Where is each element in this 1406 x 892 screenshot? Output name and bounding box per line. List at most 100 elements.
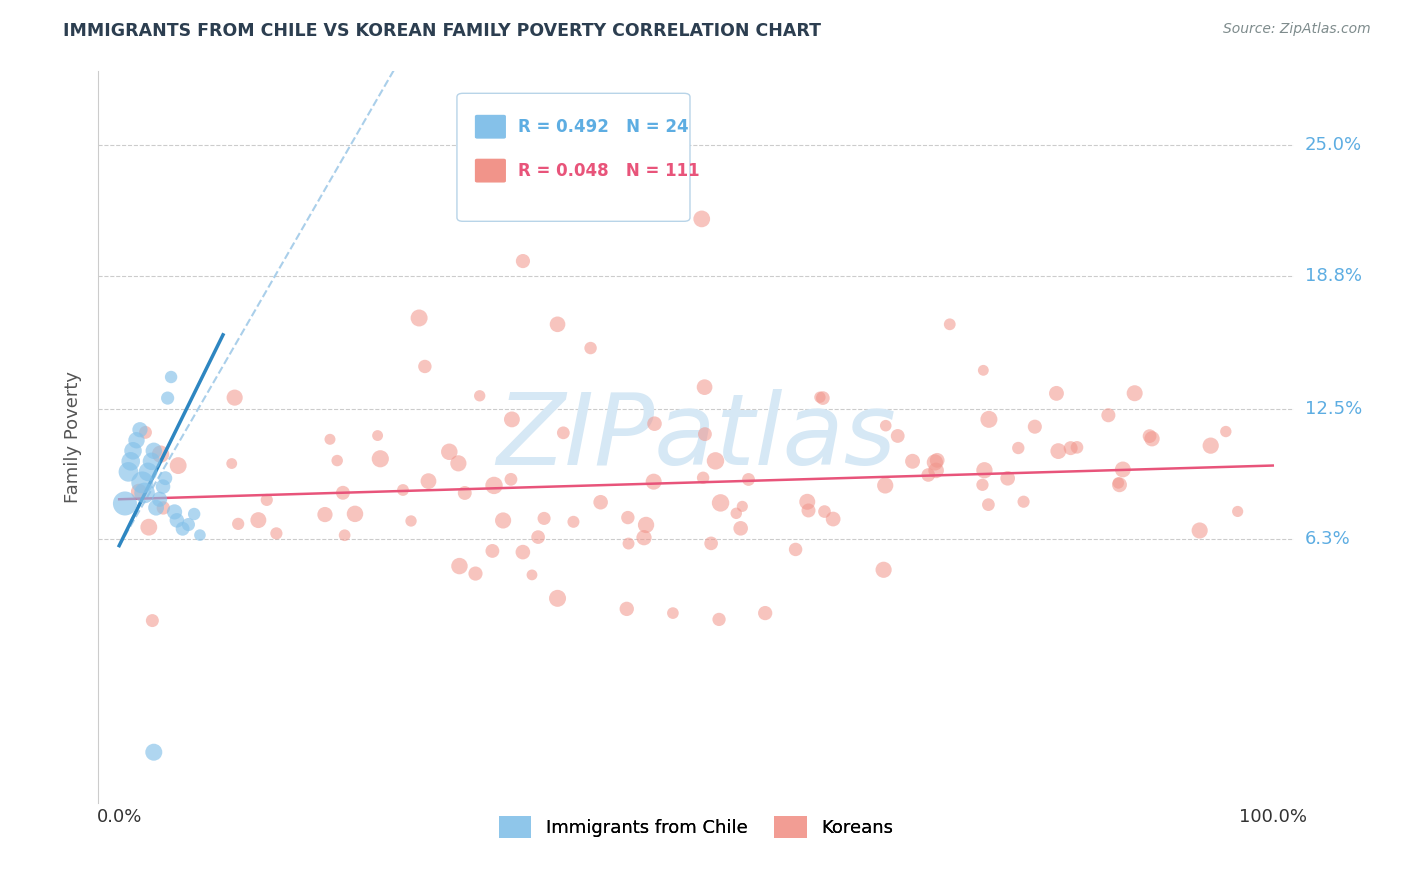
Point <box>120 454 142 468</box>
Text: R = 0.492   N = 24: R = 0.492 N = 24 <box>517 118 689 136</box>
Point <box>333 528 356 542</box>
FancyBboxPatch shape <box>475 159 506 183</box>
Text: 18.8%: 18.8% <box>1305 267 1361 285</box>
Point <box>972 478 994 492</box>
Point <box>256 492 278 507</box>
Point <box>797 503 820 517</box>
Point <box>141 454 163 468</box>
Point <box>499 472 522 486</box>
Point <box>1097 409 1119 423</box>
Point <box>163 505 186 519</box>
Point <box>128 484 150 499</box>
Point <box>811 391 834 405</box>
Point <box>704 454 727 468</box>
Point <box>1066 441 1088 455</box>
Point <box>693 427 716 442</box>
Point <box>1045 386 1067 401</box>
Text: Source: ZipAtlas.com: Source: ZipAtlas.com <box>1223 22 1371 37</box>
Point <box>754 606 776 620</box>
Point <box>177 517 200 532</box>
FancyBboxPatch shape <box>457 94 690 221</box>
Text: 12.5%: 12.5% <box>1305 400 1362 417</box>
Point <box>644 417 666 431</box>
Point <box>924 455 946 469</box>
Point <box>172 522 194 536</box>
Point <box>155 471 177 485</box>
Point <box>449 559 471 574</box>
Point <box>1140 432 1163 446</box>
Point <box>152 500 174 515</box>
Point <box>977 498 1000 512</box>
Point <box>224 391 246 405</box>
Point <box>700 536 723 550</box>
Point <box>149 447 172 461</box>
Point <box>579 341 602 355</box>
Point <box>617 536 640 550</box>
Point <box>160 370 183 384</box>
Point <box>314 508 336 522</box>
Point <box>221 457 243 471</box>
Point <box>709 496 731 510</box>
Point <box>142 443 165 458</box>
Point <box>134 486 156 500</box>
Point <box>796 495 818 509</box>
Point <box>617 510 640 524</box>
Point <box>367 428 389 442</box>
Point <box>901 454 924 468</box>
Point <box>447 456 470 470</box>
Point <box>399 514 422 528</box>
Point <box>616 602 638 616</box>
Point <box>482 478 505 492</box>
Point <box>1060 441 1083 455</box>
Point <box>917 467 939 482</box>
Point <box>707 612 730 626</box>
Point <box>1226 504 1249 518</box>
Point <box>226 516 249 531</box>
Point <box>166 513 188 527</box>
Point <box>439 444 461 458</box>
Point <box>454 486 477 500</box>
Point <box>125 434 148 448</box>
Point <box>547 591 569 606</box>
Point <box>547 318 569 332</box>
Point <box>875 418 897 433</box>
Point <box>634 517 657 532</box>
Point <box>343 507 366 521</box>
Point <box>872 563 894 577</box>
Point <box>1123 386 1146 401</box>
Point <box>134 425 156 440</box>
Point <box>633 531 655 545</box>
Point <box>533 511 555 525</box>
Point <box>1139 429 1161 443</box>
Point <box>808 390 831 404</box>
Point <box>1108 477 1130 491</box>
Point <box>114 496 136 510</box>
Legend: Immigrants from Chile, Koreans: Immigrants from Chile, Koreans <box>491 808 901 845</box>
Point <box>633 149 655 163</box>
Point <box>464 566 486 581</box>
Point <box>1024 419 1046 434</box>
Point <box>1047 444 1070 458</box>
Point <box>167 458 190 473</box>
Point <box>1215 425 1237 439</box>
Point <box>122 443 145 458</box>
Point <box>392 483 415 497</box>
Text: ZIPatlas: ZIPatlas <box>496 389 896 485</box>
Point <box>481 544 503 558</box>
Point <box>939 318 962 332</box>
Text: 6.3%: 6.3% <box>1305 531 1350 549</box>
Text: R = 0.048   N = 111: R = 0.048 N = 111 <box>517 161 700 179</box>
Point <box>138 520 160 534</box>
Point <box>141 614 163 628</box>
Point <box>927 453 949 467</box>
Point <box>188 528 211 542</box>
Point <box>129 423 152 437</box>
Point <box>501 412 523 426</box>
FancyBboxPatch shape <box>475 115 506 138</box>
Point <box>326 453 349 467</box>
Point <box>266 526 288 541</box>
Point <box>468 389 491 403</box>
Point <box>136 465 159 479</box>
Point <box>156 391 179 405</box>
Point <box>972 363 994 377</box>
